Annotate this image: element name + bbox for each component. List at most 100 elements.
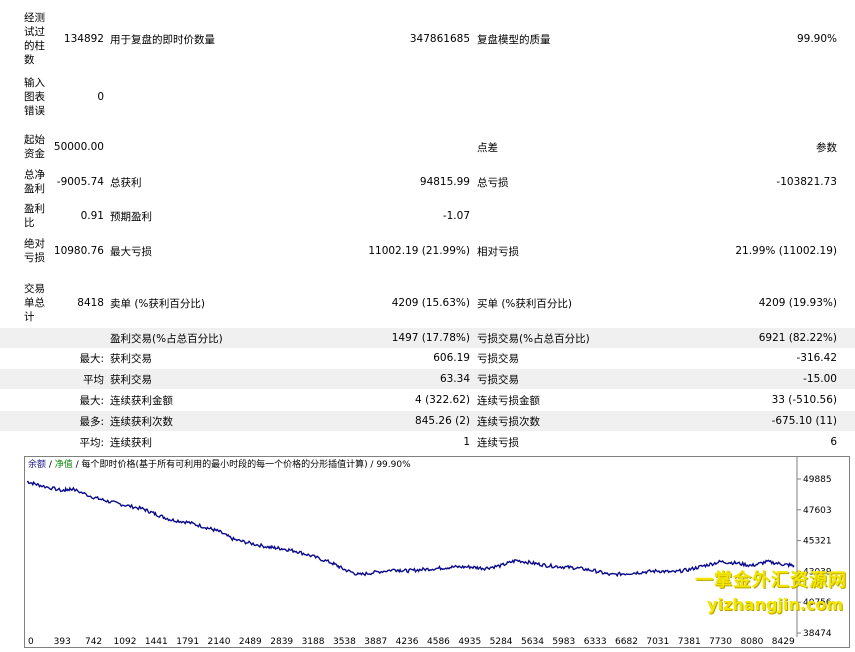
maximal-consecutive-prefix: 最多: bbox=[79, 415, 104, 428]
ticks-modelled-value: 347861685 bbox=[409, 33, 470, 45]
legend-description: / 每个即时价格(基于所有可利用的最小时段的每一个价格的分形插值计算) / 99… bbox=[72, 460, 411, 470]
expected-payoff-label: 预期盈利 bbox=[110, 210, 152, 223]
mismatched-errors-label: 输入图表错误 bbox=[24, 77, 45, 117]
bars-tested-value: 134892 bbox=[63, 33, 104, 45]
average-consecutive-losses-label: 连续亏损 bbox=[477, 436, 519, 449]
bars-tested-label: 经测试过的柱数 bbox=[24, 12, 45, 66]
x-tick-label: 6333 bbox=[584, 637, 607, 647]
report-row-profit: 总净盈利 -9005.74 总获利 94815.99 总亏损 -103821.7… bbox=[0, 166, 855, 198]
maximal-consecutive-loss-value: -675.10 (11) bbox=[771, 415, 837, 427]
report-row-factor: 盈利比 0.91 预期盈利 -1.07 bbox=[0, 200, 855, 232]
spread-value: 参数 bbox=[816, 141, 837, 154]
long-positions-label: 买单 (%获利百分比) bbox=[477, 297, 573, 310]
x-tick-label: 4236 bbox=[396, 637, 419, 647]
legend-separator: / bbox=[46, 460, 55, 470]
y-tick-label: 38474 bbox=[803, 629, 832, 639]
x-tick-label: 1092 bbox=[114, 637, 137, 647]
legend-equity: 净值 bbox=[54, 460, 73, 470]
x-tick-label: 7730 bbox=[709, 637, 732, 647]
total-trades-value: 8418 bbox=[77, 297, 104, 309]
loss-trades-value: 6921 (82.22%) bbox=[758, 332, 837, 344]
average-loss-label: 亏损交易 bbox=[477, 373, 519, 386]
x-tick-label: 1441 bbox=[145, 637, 168, 647]
chart-legend: 余额 / 净值 / 每个即时价格(基于所有可利用的最小时段的每一个价格的分形插值… bbox=[28, 460, 411, 471]
report-row-deposit: 起始资金 50000.00 点差 参数 bbox=[0, 130, 855, 164]
average-consecutive-wins-value: 1 bbox=[463, 436, 470, 448]
balance-chart-svg: 49885 47603 45321 43039 40756 38474 0 393 742 109… bbox=[26, 457, 832, 647]
x-tick-label: 393 bbox=[54, 637, 71, 647]
average-loss-value: -15.00 bbox=[803, 373, 837, 385]
short-positions-value: 4209 (15.63%) bbox=[391, 297, 470, 309]
maximal-consecutive-profit-value: 845.26 (2) bbox=[415, 415, 470, 427]
strategy-report-table: 经测试过的柱数 134892 用于复盘的即时价数量 347861685 复盘模型… bbox=[0, 6, 855, 452]
largest-profit-label: 获利交易 bbox=[110, 352, 152, 365]
max-consecutive-wins-value: 4 (322.62) bbox=[415, 394, 470, 406]
initial-deposit-label: 起始资金 bbox=[24, 134, 45, 160]
watermark-url: yizhangjin.com bbox=[707, 595, 843, 614]
gross-profit-value: 94815.99 bbox=[419, 176, 470, 188]
report-row-max-consecutive: 最大: 连续获利金额 4 (322.62) 连续亏损金额 33 (-510.56… bbox=[0, 390, 855, 410]
relative-drawdown-label: 相对亏损 bbox=[477, 245, 519, 258]
x-tick-label: 3188 bbox=[302, 637, 325, 647]
report-row-profit-trades: 盈利交易(%占总百分比) 1497 (17.78%) 亏损交易(%占总百分比) … bbox=[0, 328, 855, 348]
initial-deposit-value: 50000.00 bbox=[53, 141, 104, 153]
maximal-consecutive-loss-label: 连续亏损次数 bbox=[477, 415, 540, 428]
average-prefix: 平均 bbox=[83, 373, 104, 386]
largest-profit-value: 606.19 bbox=[433, 352, 470, 364]
x-tick-label: 7031 bbox=[646, 637, 669, 647]
x-tick-label: 8429 bbox=[772, 637, 795, 647]
average-consecutive-wins-label: 连续获利 bbox=[110, 436, 152, 449]
report-row-bars: 经测试过的柱数 134892 用于复盘的即时价数量 347861685 复盘模型… bbox=[0, 6, 855, 72]
absolute-drawdown-label: 绝对亏损 bbox=[24, 238, 45, 264]
report-row-errors: 输入图表错误 0 bbox=[0, 72, 855, 122]
report-row-largest: 最大: 获利交易 606.19 亏损交易 -316.42 bbox=[0, 348, 855, 368]
report-row-trades: 交易单总计 8418 卖单 (%获利百分比) 4209 (15.63%) 买单 … bbox=[0, 280, 855, 326]
x-tick-label: 742 bbox=[85, 637, 102, 647]
largest-loss-label: 亏损交易 bbox=[477, 352, 519, 365]
y-tick-label: 45321 bbox=[803, 537, 832, 547]
x-tick-label: 6682 bbox=[615, 637, 638, 647]
max-consecutive-losses-value: 33 (-510.56) bbox=[771, 394, 837, 406]
report-row-drawdown: 绝对亏损 10980.76 最大亏损 11002.19 (21.99%) 相对亏… bbox=[0, 235, 855, 267]
x-tick-label: 8080 bbox=[740, 637, 763, 647]
mismatched-errors-value: 0 bbox=[97, 91, 104, 103]
balance-series-line bbox=[26, 480, 795, 578]
largest-loss-value: -316.42 bbox=[796, 352, 837, 364]
balance-chart: 49885 47603 45321 43039 40756 38474 0 393 742 109… bbox=[24, 456, 850, 648]
y-tick-label: 49885 bbox=[803, 475, 832, 485]
gross-profit-label: 总获利 bbox=[110, 176, 142, 189]
report-row-average: 平均 获利交易 63.34 亏损交易 -15.00 bbox=[0, 369, 855, 389]
x-tick-label: 5284 bbox=[490, 637, 513, 647]
absolute-drawdown-value: 10980.76 bbox=[53, 245, 104, 257]
report-row-maximal-consecutive: 最多: 连续获利次数 845.26 (2) 连续亏损次数 -675.10 (11… bbox=[0, 411, 855, 431]
legend-balance: 余额 bbox=[28, 460, 47, 470]
modelling-quality-label: 复盘模型的质量 bbox=[477, 33, 551, 46]
x-tick-label: 2140 bbox=[208, 637, 231, 647]
x-tick-label: 3538 bbox=[333, 637, 356, 647]
max-consecutive-losses-label: 连续亏损金额 bbox=[477, 394, 540, 407]
relative-drawdown-value: 21.99% (11002.19) bbox=[735, 245, 837, 257]
short-positions-label: 卖单 (%获利百分比) bbox=[110, 297, 206, 310]
ticks-modelled-label: 用于复盘的即时价数量 bbox=[110, 33, 215, 46]
y-tick-label: 47603 bbox=[803, 506, 832, 516]
spread-label: 点差 bbox=[477, 141, 498, 154]
average-profit-label: 获利交易 bbox=[110, 373, 152, 386]
x-tick-label: 5634 bbox=[521, 637, 544, 647]
watermark-title: 一掌金外汇资源网 bbox=[695, 570, 847, 591]
total-net-profit-value: -9005.74 bbox=[56, 176, 104, 188]
maximal-drawdown-label: 最大亏损 bbox=[110, 245, 152, 258]
report-row-average-consecutive: 平均: 连续获利 1 连续亏损 6 bbox=[0, 432, 855, 452]
x-tick-label: 3887 bbox=[364, 637, 387, 647]
total-trades-label: 交易单总计 bbox=[24, 283, 45, 323]
profit-trades-value: 1497 (17.78%) bbox=[391, 332, 470, 344]
largest-prefix: 最大: bbox=[79, 352, 104, 365]
loss-trades-label: 亏损交易(%占总百分比) bbox=[477, 332, 590, 345]
x-tick-label: 7381 bbox=[678, 637, 701, 647]
average-consecutive-losses-value: 6 bbox=[830, 436, 837, 448]
maximal-drawdown-value: 11002.19 (21.99%) bbox=[368, 245, 470, 257]
long-positions-value: 4209 (19.93%) bbox=[758, 297, 837, 309]
y-tick-label: 40756 bbox=[803, 598, 832, 608]
profit-factor-label: 盈利比 bbox=[24, 203, 45, 229]
y-tick-label: 43039 bbox=[803, 567, 832, 577]
x-tick-label: 1791 bbox=[176, 637, 199, 647]
